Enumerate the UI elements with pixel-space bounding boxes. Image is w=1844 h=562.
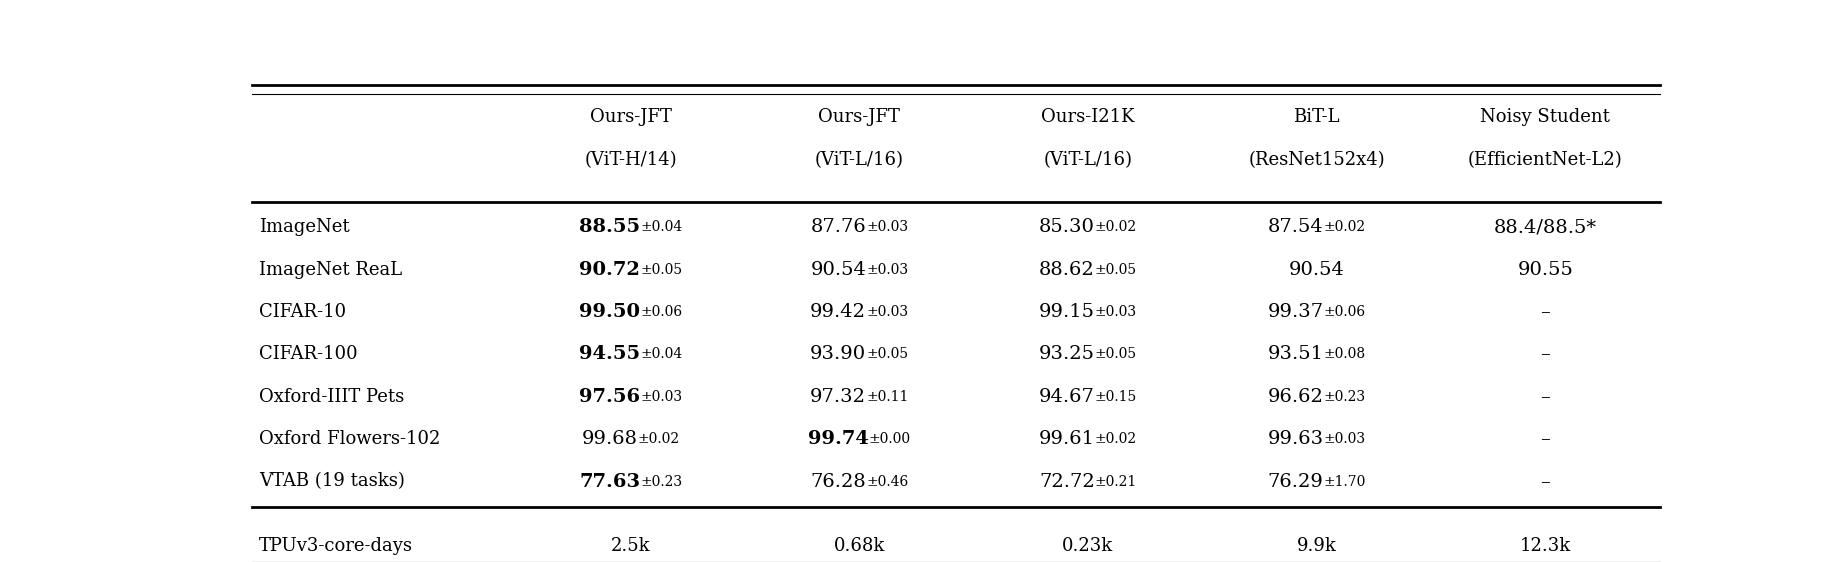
Text: ±0.04: ±0.04 [640, 220, 682, 234]
Text: –: – [1540, 345, 1551, 364]
Text: 2.5k: 2.5k [610, 537, 651, 555]
Text: –: – [1540, 303, 1551, 321]
Text: ±0.00: ±0.00 [869, 432, 911, 446]
Text: 99.15: 99.15 [1038, 303, 1095, 321]
Text: 77.63: 77.63 [579, 473, 640, 491]
Text: VTAB (19 tasks): VTAB (19 tasks) [258, 473, 406, 491]
Text: (ViT-L/16): (ViT-L/16) [815, 152, 904, 170]
Text: ±0.03: ±0.03 [867, 305, 909, 319]
Text: –: – [1540, 388, 1551, 406]
Text: ±0.04: ±0.04 [640, 347, 682, 361]
Text: 97.32: 97.32 [810, 388, 867, 406]
Text: 76.28: 76.28 [810, 473, 867, 491]
Text: 90.54: 90.54 [810, 261, 867, 279]
Text: ±0.11: ±0.11 [867, 390, 909, 404]
Text: Oxford Flowers-102: Oxford Flowers-102 [258, 430, 441, 448]
Text: ±0.05: ±0.05 [867, 347, 909, 361]
Text: BiT-L: BiT-L [1293, 108, 1341, 126]
Text: CIFAR-100: CIFAR-100 [258, 345, 358, 364]
Text: ±0.15: ±0.15 [1095, 390, 1138, 404]
Text: Noisy Student: Noisy Student [1481, 108, 1610, 126]
Text: 96.62: 96.62 [1267, 388, 1324, 406]
Text: ImageNet ReaL: ImageNet ReaL [258, 261, 402, 279]
Text: ±0.03: ±0.03 [867, 220, 909, 234]
Text: 12.3k: 12.3k [1519, 537, 1571, 555]
Text: ±0.23: ±0.23 [1324, 390, 1366, 404]
Text: 99.42: 99.42 [810, 303, 867, 321]
Text: 93.25: 93.25 [1038, 345, 1095, 364]
Text: 88.55: 88.55 [579, 218, 640, 236]
Text: 72.72: 72.72 [1038, 473, 1095, 491]
Text: 76.29: 76.29 [1267, 473, 1324, 491]
Text: ±0.02: ±0.02 [1095, 432, 1138, 446]
Text: –: – [1540, 473, 1551, 491]
Text: 9.9k: 9.9k [1296, 537, 1337, 555]
Text: ±0.06: ±0.06 [640, 305, 682, 319]
Text: Ours-JFT: Ours-JFT [590, 108, 671, 126]
Text: 93.90: 93.90 [810, 345, 867, 364]
Text: (ViT-H/14): (ViT-H/14) [585, 152, 677, 170]
Text: ±0.03: ±0.03 [1324, 432, 1366, 446]
Text: ±0.23: ±0.23 [640, 474, 682, 488]
Text: 90.54: 90.54 [1289, 261, 1344, 279]
Text: 99.63: 99.63 [1267, 430, 1324, 448]
Text: ±0.03: ±0.03 [1095, 305, 1138, 319]
Text: ImageNet: ImageNet [258, 218, 350, 236]
Text: 90.55: 90.55 [1518, 261, 1573, 279]
Text: ±0.46: ±0.46 [867, 474, 909, 488]
Text: (ResNet152x4): (ResNet152x4) [1248, 152, 1385, 170]
Text: 87.76: 87.76 [810, 218, 867, 236]
Text: ±0.08: ±0.08 [1324, 347, 1366, 361]
Text: ±0.03: ±0.03 [640, 390, 682, 404]
Text: (ViT-L/16): (ViT-L/16) [1044, 152, 1132, 170]
Text: 99.37: 99.37 [1267, 303, 1324, 321]
Text: ±0.06: ±0.06 [1324, 305, 1366, 319]
Text: CIFAR-10: CIFAR-10 [258, 303, 347, 321]
Text: 94.55: 94.55 [579, 345, 640, 364]
Text: 99.50: 99.50 [579, 303, 640, 321]
Text: 87.54: 87.54 [1267, 218, 1324, 236]
Text: –: – [1540, 430, 1551, 448]
Text: ±0.02: ±0.02 [1095, 220, 1138, 234]
Text: 0.23k: 0.23k [1062, 537, 1114, 555]
Text: Oxford-IIIT Pets: Oxford-IIIT Pets [258, 388, 404, 406]
Text: 88.62: 88.62 [1038, 261, 1095, 279]
Text: 93.51: 93.51 [1267, 345, 1324, 364]
Text: 99.68: 99.68 [581, 430, 638, 448]
Text: (EfficientNet-L2): (EfficientNet-L2) [1468, 152, 1623, 170]
Text: TPUv3-core-days: TPUv3-core-days [258, 537, 413, 555]
Text: 94.67: 94.67 [1038, 388, 1095, 406]
Text: ±0.05: ±0.05 [640, 262, 682, 277]
Text: 99.74: 99.74 [808, 430, 869, 448]
Text: ±0.02: ±0.02 [1324, 220, 1366, 234]
Text: ±1.70: ±1.70 [1324, 474, 1366, 488]
Text: 99.61: 99.61 [1038, 430, 1095, 448]
Text: ±0.21: ±0.21 [1095, 474, 1138, 488]
Text: 97.56: 97.56 [579, 388, 640, 406]
Text: Ours-JFT: Ours-JFT [819, 108, 900, 126]
Text: ±0.05: ±0.05 [1095, 347, 1138, 361]
Text: ±0.05: ±0.05 [1095, 262, 1138, 277]
Text: 0.68k: 0.68k [833, 537, 885, 555]
Text: ±0.02: ±0.02 [638, 432, 680, 446]
Text: Ours-I21K: Ours-I21K [1042, 108, 1134, 126]
Text: 85.30: 85.30 [1038, 218, 1095, 236]
Text: 88.4/88.5*: 88.4/88.5* [1494, 218, 1597, 236]
Text: ±0.03: ±0.03 [867, 262, 909, 277]
Text: 90.72: 90.72 [579, 261, 640, 279]
